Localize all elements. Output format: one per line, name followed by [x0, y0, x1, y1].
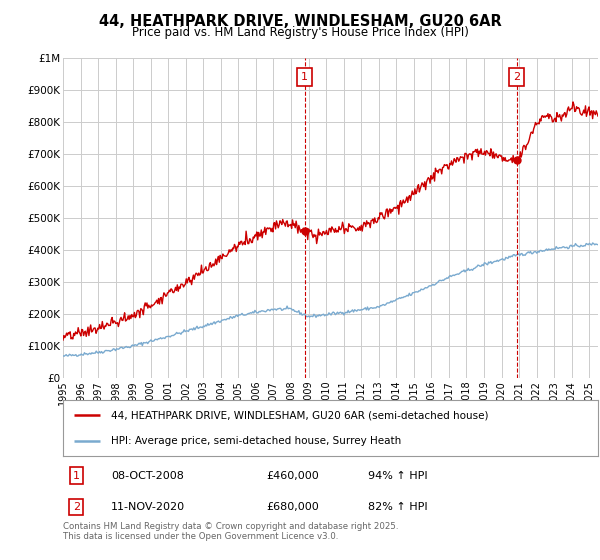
- Text: 44, HEATHPARK DRIVE, WINDLESHAM, GU20 6AR (semi-detached house): 44, HEATHPARK DRIVE, WINDLESHAM, GU20 6A…: [111, 410, 488, 420]
- Text: £680,000: £680,000: [266, 502, 319, 512]
- Text: £460,000: £460,000: [266, 471, 319, 481]
- Text: Price paid vs. HM Land Registry's House Price Index (HPI): Price paid vs. HM Land Registry's House …: [131, 26, 469, 39]
- Text: 44, HEATHPARK DRIVE, WINDLESHAM, GU20 6AR: 44, HEATHPARK DRIVE, WINDLESHAM, GU20 6A…: [98, 14, 502, 29]
- Text: 1: 1: [73, 471, 80, 481]
- Text: HPI: Average price, semi-detached house, Surrey Heath: HPI: Average price, semi-detached house,…: [111, 436, 401, 446]
- Text: 1: 1: [301, 72, 308, 82]
- Text: 08-OCT-2008: 08-OCT-2008: [111, 471, 184, 481]
- Text: 11-NOV-2020: 11-NOV-2020: [111, 502, 185, 512]
- Text: 2: 2: [513, 72, 520, 82]
- Text: 2: 2: [73, 502, 80, 512]
- Text: 82% ↑ HPI: 82% ↑ HPI: [368, 502, 428, 512]
- Text: 94% ↑ HPI: 94% ↑ HPI: [368, 471, 428, 481]
- Text: Contains HM Land Registry data © Crown copyright and database right 2025.
This d: Contains HM Land Registry data © Crown c…: [63, 522, 398, 542]
